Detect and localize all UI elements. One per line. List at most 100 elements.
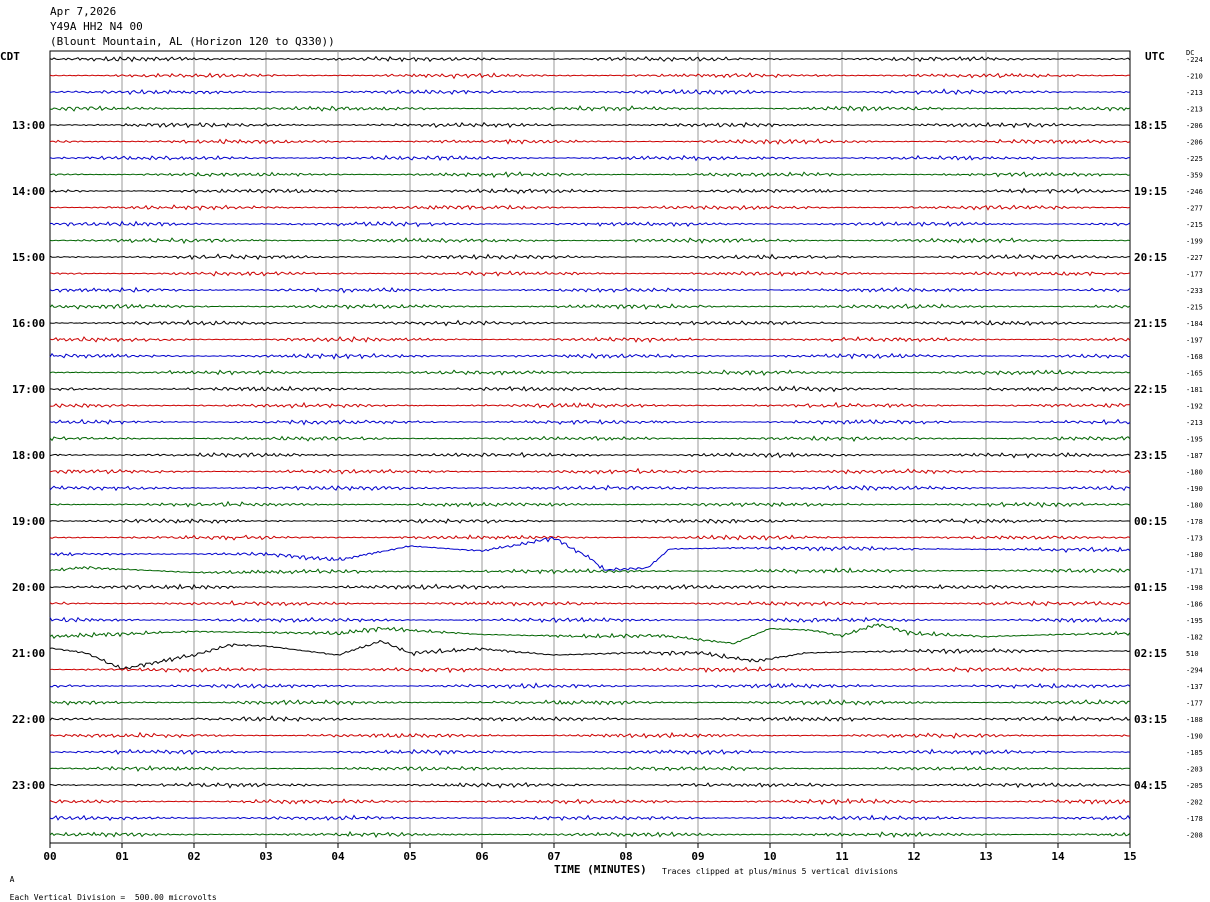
x-tick-label: 14 [1051, 850, 1065, 863]
dc-label: DC [1186, 49, 1195, 57]
x-tick-label: 02 [187, 850, 200, 863]
plot-frame [49, 50, 1131, 844]
x-tick-label: 01 [115, 850, 129, 863]
right-hour-label: 03:15 [1134, 713, 1167, 726]
trace-line [49, 715, 1131, 722]
x-tick-label: 00 [43, 850, 56, 863]
dc-offset-label: -233 [1186, 287, 1203, 295]
trace-line [49, 154, 1131, 162]
trace-line [49, 583, 1131, 591]
trace-line [49, 55, 1131, 63]
dc-offset-label: -195 [1186, 436, 1203, 444]
right-hour-label: 23:15 [1134, 449, 1167, 462]
trace-line [49, 105, 1131, 113]
dc-offset-label: 510 [1186, 650, 1199, 658]
dc-offset-label: -137 [1186, 683, 1203, 691]
trace-line [49, 286, 1131, 294]
dc-offset-label: -213 [1186, 89, 1203, 97]
x-tick-label: 13 [979, 850, 992, 863]
x-tick-label: 12 [907, 850, 920, 863]
dc-offset-label: -187 [1186, 452, 1203, 460]
trace-line [49, 418, 1131, 426]
left-hour-label: 23:00 [12, 779, 45, 792]
location-label: (Blount Mountain, AL (Horizon 120 to Q33… [50, 35, 335, 48]
dc-offset-label: -180 [1186, 551, 1203, 559]
trace-line [49, 187, 1131, 195]
left-hour-label: 14:00 [12, 185, 45, 198]
trace-line [49, 385, 1131, 393]
left-hour-label: 22:00 [12, 713, 45, 726]
trace-line [49, 666, 1131, 674]
trace-line [49, 698, 1131, 706]
dc-offset-label: -225 [1186, 155, 1203, 163]
trace-line [49, 335, 1131, 344]
dc-offset-label: -178 [1186, 518, 1203, 526]
right-timezone-label: UTC [1145, 50, 1165, 63]
right-hour-label: 00:15 [1134, 515, 1167, 528]
trace-line [50, 781, 1130, 789]
dc-offset-label: -186 [1186, 601, 1203, 609]
trace-line [49, 682, 1131, 690]
trace-line [49, 121, 1131, 129]
x-tick-label: 11 [835, 850, 849, 863]
trace-line [49, 270, 1131, 277]
dc-offset-label: -177 [1186, 700, 1203, 708]
right-hour-label: 18:15 [1134, 119, 1167, 132]
dc-offset-label: -198 [1186, 584, 1203, 592]
dc-offset-label: -182 [1186, 634, 1203, 642]
dc-offset-label: -246 [1186, 188, 1203, 196]
dc-offset-label: -359 [1186, 172, 1203, 180]
trace-line [49, 731, 1131, 740]
dc-offset-label: -165 [1186, 370, 1203, 378]
dc-offset-label: -173 [1186, 535, 1203, 543]
trace-line [49, 600, 1131, 607]
trace-line [49, 518, 1131, 525]
dc-offset-label: -197 [1186, 337, 1203, 345]
clip-note: Traces clipped at plus/minus 5 vertical … [662, 867, 899, 876]
trace-line [49, 467, 1131, 475]
header: Apr 7,2026 Y49A HH2 N4 00 (Blount Mounta… [50, 4, 335, 49]
dc-offset-label: -190 [1186, 733, 1203, 741]
right-hour-label: 21:15 [1134, 317, 1167, 330]
right-hour-label: 01:15 [1134, 581, 1167, 594]
scale-note: A Each Vertical Division = 500.00 microv… [0, 866, 217, 902]
x-tick-label: 15 [1123, 850, 1136, 863]
dc-offset-label: -181 [1186, 386, 1203, 394]
trace-line [49, 237, 1131, 245]
dc-offset-label: -206 [1186, 122, 1203, 130]
x-tick-label: 09 [691, 850, 704, 863]
right-hour-label: 19:15 [1134, 185, 1167, 198]
trace-line [49, 171, 1131, 179]
dc-offset-label: -180 [1186, 469, 1203, 477]
trace-line [49, 88, 1131, 96]
left-hour-label: 17:00 [12, 383, 45, 396]
dc-offset-label: -210 [1186, 73, 1203, 81]
trace-line [49, 765, 1131, 772]
dc-offset-label: -185 [1186, 749, 1203, 757]
dc-offset-label: -203 [1186, 766, 1203, 774]
trace-line [49, 319, 1131, 327]
dc-offset-label: -213 [1186, 419, 1203, 427]
trace-line [49, 253, 1131, 261]
trace-line [49, 797, 1131, 806]
trace-line [49, 484, 1131, 492]
dc-offset-label: -192 [1186, 403, 1203, 411]
trace-line [49, 369, 1131, 377]
corner-mark: A [9, 875, 15, 884]
dc-offset-label: -205 [1186, 782, 1203, 790]
trace-line [49, 204, 1131, 211]
left-hour-label: 20:00 [12, 581, 45, 594]
left-hour-label: 19:00 [12, 515, 45, 528]
x-tick-label: 04 [331, 850, 345, 863]
trace-line [49, 566, 1131, 575]
left-hour-label: 21:00 [12, 647, 45, 660]
dc-offset-label: -168 [1186, 353, 1203, 361]
trace-line [49, 814, 1131, 822]
dc-offset-label: -213 [1186, 106, 1203, 114]
trace-line [49, 303, 1131, 311]
left-hour-label: 18:00 [12, 449, 45, 462]
dc-offset-label: -177 [1186, 271, 1203, 279]
trace-line [49, 72, 1131, 80]
trace-line [49, 451, 1131, 459]
trace-line [49, 138, 1131, 145]
